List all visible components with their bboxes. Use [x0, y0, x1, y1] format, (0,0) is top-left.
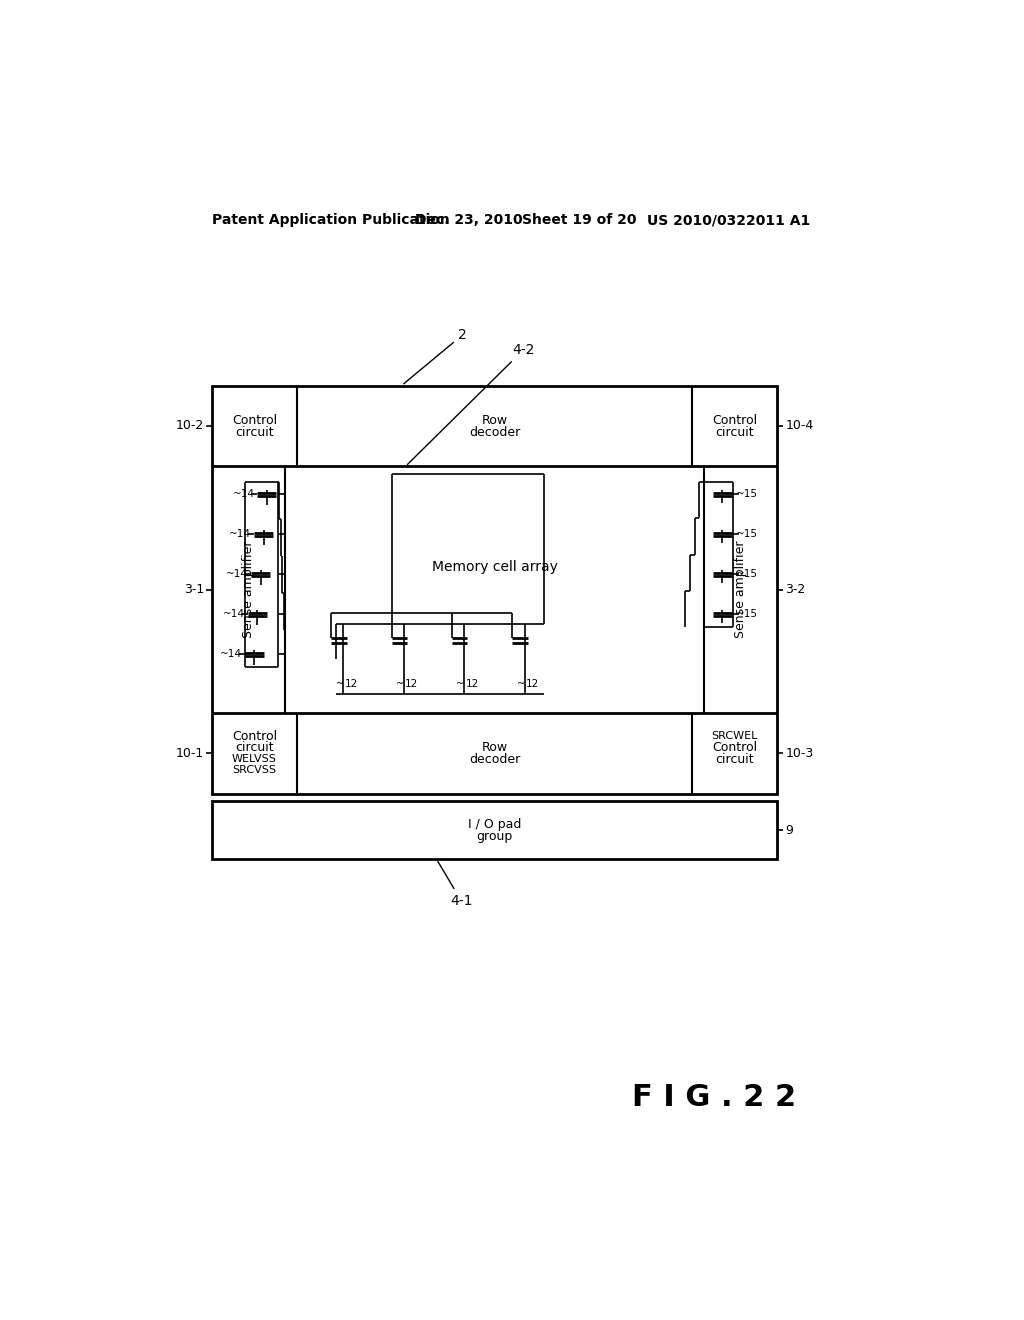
- Text: 4-2: 4-2: [408, 343, 535, 465]
- Text: Sense amplifier: Sense amplifier: [734, 541, 748, 639]
- Text: 3-2: 3-2: [785, 583, 806, 597]
- Text: decoder: decoder: [469, 752, 520, 766]
- Text: Control: Control: [231, 414, 276, 428]
- Text: ~15: ~15: [736, 569, 758, 579]
- Text: 10-2: 10-2: [176, 420, 204, 433]
- Text: 3-1: 3-1: [183, 583, 204, 597]
- Text: 10-1: 10-1: [176, 747, 204, 760]
- Text: ~: ~: [457, 678, 465, 689]
- Text: I / O pad: I / O pad: [468, 818, 521, 832]
- Text: Control: Control: [713, 414, 758, 428]
- Text: SRCVSS: SRCVSS: [232, 766, 276, 775]
- Bar: [212, 801, 777, 859]
- Text: circuit: circuit: [716, 752, 754, 766]
- Bar: [212, 385, 777, 793]
- Text: ~: ~: [517, 678, 525, 689]
- Text: circuit: circuit: [236, 741, 273, 754]
- Text: F I G . 2 2: F I G . 2 2: [632, 1084, 796, 1113]
- Text: WELVSS: WELVSS: [231, 755, 276, 764]
- Text: decoder: decoder: [469, 425, 520, 438]
- Text: circuit: circuit: [716, 425, 754, 438]
- Text: 12: 12: [344, 678, 357, 689]
- Text: 12: 12: [526, 678, 540, 689]
- Text: US 2010/0322011 A1: US 2010/0322011 A1: [647, 213, 811, 227]
- Text: SRCWEL: SRCWEL: [712, 731, 758, 742]
- Text: Memory cell array: Memory cell array: [432, 560, 557, 573]
- Text: Patent Application Publication: Patent Application Publication: [212, 213, 450, 227]
- Text: 9: 9: [785, 824, 793, 837]
- Text: ~14: ~14: [220, 649, 242, 659]
- Text: Row: Row: [481, 414, 508, 428]
- Text: ~14: ~14: [223, 610, 245, 619]
- Text: ~14: ~14: [229, 529, 251, 539]
- Text: 12: 12: [466, 678, 479, 689]
- Text: ~15: ~15: [736, 610, 758, 619]
- Text: Control: Control: [231, 730, 276, 743]
- Text: 12: 12: [406, 678, 418, 689]
- Text: 4-1: 4-1: [438, 862, 472, 908]
- Text: 10-4: 10-4: [785, 420, 813, 433]
- Text: Sheet 19 of 20: Sheet 19 of 20: [521, 213, 636, 227]
- Text: ~: ~: [336, 678, 344, 689]
- Text: 2: 2: [403, 327, 467, 384]
- Text: Sense amplifier: Sense amplifier: [242, 541, 255, 639]
- Text: ~: ~: [396, 678, 404, 689]
- Text: 10-3: 10-3: [785, 747, 813, 760]
- Text: Control: Control: [713, 742, 758, 754]
- Text: Dec. 23, 2010: Dec. 23, 2010: [415, 213, 522, 227]
- Text: Row: Row: [481, 742, 508, 754]
- Text: group: group: [476, 830, 513, 843]
- Text: ~15: ~15: [736, 529, 758, 539]
- Text: ~14: ~14: [226, 569, 248, 579]
- Text: ~15: ~15: [736, 490, 758, 499]
- Text: circuit: circuit: [236, 425, 273, 438]
- Text: ~14: ~14: [232, 490, 255, 499]
